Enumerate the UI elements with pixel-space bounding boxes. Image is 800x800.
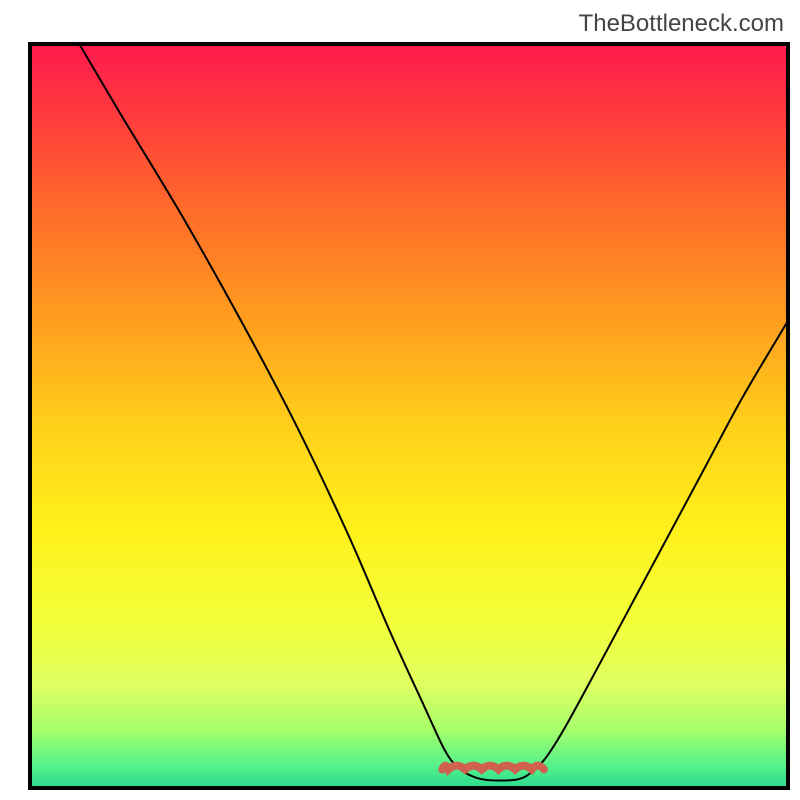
valley-marker: [442, 766, 544, 770]
gradient-background: [30, 44, 788, 788]
chart-container: TheBottleneck.com: [0, 0, 800, 800]
chart-svg: [0, 0, 800, 800]
